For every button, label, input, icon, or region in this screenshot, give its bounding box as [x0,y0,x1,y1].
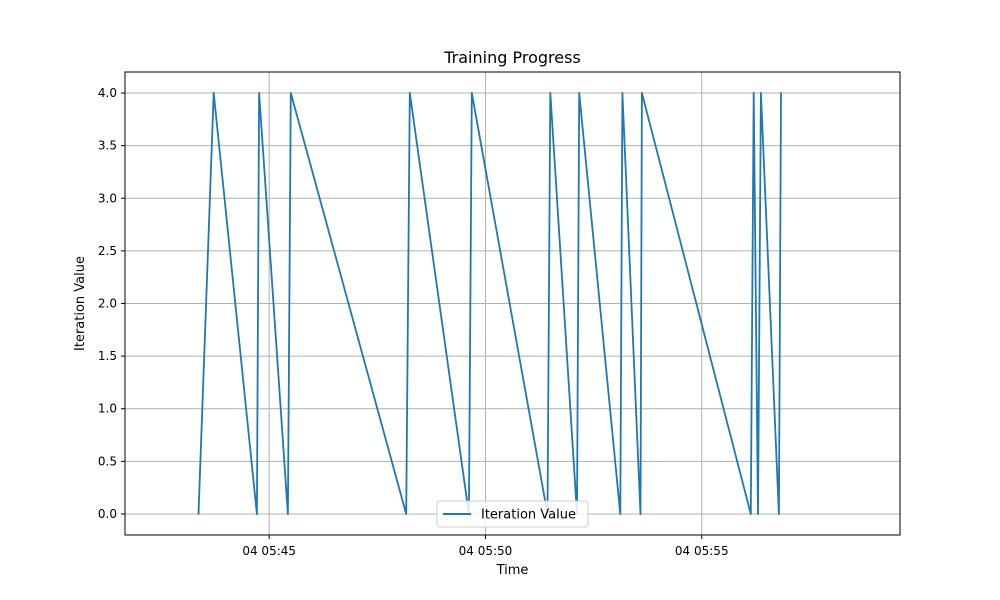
y-tick-label: 3.5 [98,139,117,153]
x-axis-ticks: 04 05:45 04 05:50 04 05:55 [242,535,729,558]
data-point [578,92,581,94]
legend-label: Iteration Value [481,508,576,523]
y-tick-label: 0.5 [98,454,117,468]
data-point [621,92,624,94]
x-tick-label: 04 05:55 [675,544,729,558]
data-point [641,92,643,94]
y-tick-label: 4.0 [98,86,117,100]
y-tick-label: 0.0 [98,507,117,521]
data-point [752,92,755,94]
x-tick-label: 04 05:50 [459,544,513,558]
chart-title: Training Progress [443,48,581,67]
data-point [408,92,411,94]
data-point [289,92,292,94]
data-point [549,92,552,94]
y-tick-label: 2.5 [98,244,117,258]
data-point [197,513,200,515]
data-point [757,513,759,515]
data-point [258,92,260,94]
x-tick-label: 04 05:45 [242,544,296,558]
y-tick-label: 1.5 [98,349,117,363]
legend: Iteration Value [436,500,589,528]
data-point [619,513,622,515]
y-axis-label: Iteration Value [73,256,88,351]
data-point [749,513,752,515]
series-layer [197,92,782,515]
x-axis-label: Time [496,563,529,578]
y-tick-label: 3.0 [98,191,117,205]
data-point [212,92,215,94]
y-axis-ticks: 0.0 0.5 1.0 1.5 2.0 2.5 3.0 3.5 4.0 [98,86,125,521]
data-point [778,513,780,515]
y-tick-label: 2.0 [98,297,117,311]
data-point [256,513,258,515]
data-point [760,92,762,94]
data-point [639,513,642,515]
y-tick-label: 1.0 [98,402,117,416]
data-point [405,513,408,515]
legend-box [436,500,589,528]
series-line-iteration-value [197,92,782,515]
data-point [780,92,782,94]
grid [125,72,900,535]
data-point [287,513,289,515]
data-point [470,92,473,94]
